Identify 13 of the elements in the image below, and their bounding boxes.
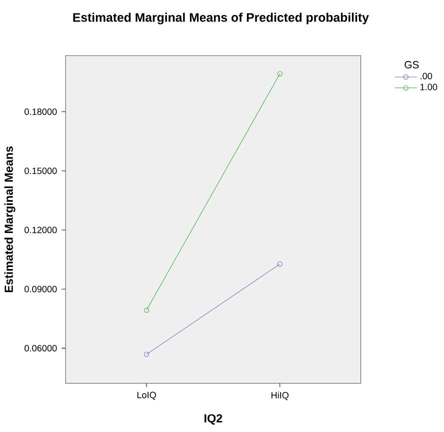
legend-label: 1.00 xyxy=(420,84,438,90)
y-tick-label: 0.12000 xyxy=(24,226,57,234)
y-tick-label: 0.09000 xyxy=(24,286,57,292)
x-axis-title: IQ2 xyxy=(204,414,222,425)
y-tick-label: 0.06000 xyxy=(24,344,57,352)
x-tick-label: LoIQ xyxy=(137,392,156,400)
x-tick-label: HiIQ xyxy=(272,392,289,400)
y-axis-title: Estimated Marginal Means xyxy=(4,146,16,292)
chart-title: Estimated Marginal Means of Predicted probability xyxy=(73,12,369,24)
legend-title: GS xyxy=(404,61,419,68)
y-tick-label: 0.15000 xyxy=(24,168,57,174)
legend-label: .00 xyxy=(420,72,432,80)
y-tick-label: 0.18000 xyxy=(24,108,57,115)
